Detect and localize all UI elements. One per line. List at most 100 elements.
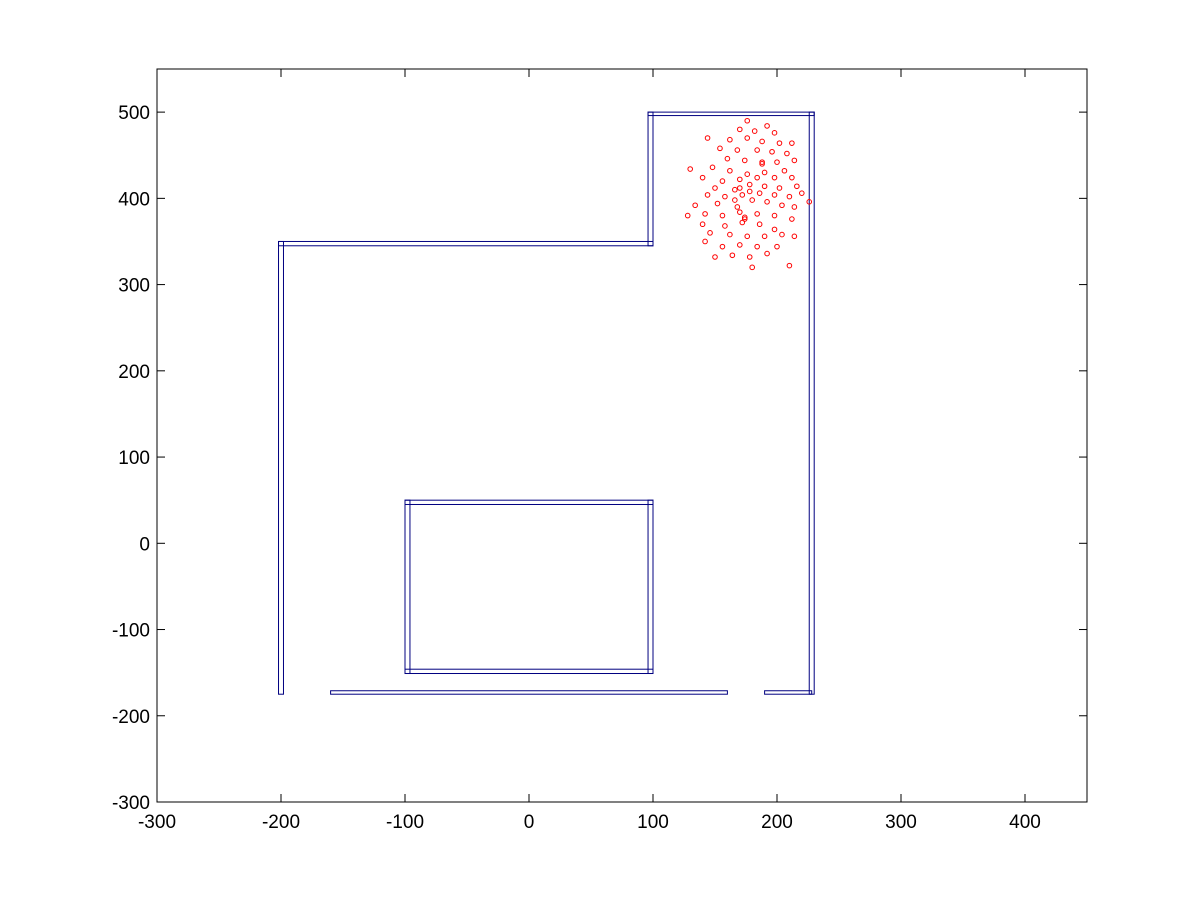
y-tick-label-4: 100 [118, 448, 150, 469]
point-65 [771, 226, 778, 233]
point-32 [789, 174, 795, 181]
point-31 [771, 174, 778, 181]
point-71 [791, 233, 798, 240]
point-29 [737, 176, 743, 183]
point-2 [737, 126, 743, 133]
y-tick-label-5: 200 [118, 362, 150, 383]
x-tick-label-7: 400 [1009, 812, 1041, 833]
point-56 [737, 209, 743, 215]
point-68 [744, 233, 751, 240]
x-tick-labels: -300 -200 -100 0 100 200 300 400 [138, 812, 1041, 833]
point-51 [779, 202, 785, 209]
point-43 [771, 192, 778, 198]
wall-10 [764, 690, 813, 695]
point-34 [732, 186, 738, 193]
plot-background [157, 69, 1087, 802]
point-78 [729, 252, 736, 259]
point-73 [719, 243, 726, 250]
point-17 [741, 157, 748, 164]
x-tick-label-1: -200 [262, 812, 300, 833]
point-53 [806, 199, 813, 205]
point-24 [744, 171, 751, 178]
point-22 [709, 164, 716, 171]
point-19 [774, 159, 780, 165]
y-tick-label-3: 0 [139, 534, 150, 555]
point-66 [707, 230, 713, 236]
y-tick-label-7: 400 [118, 189, 150, 210]
point-12 [734, 147, 741, 153]
point-49 [749, 197, 756, 203]
point-1 [764, 123, 770, 129]
point-44 [786, 193, 793, 200]
point-35 [746, 181, 753, 188]
point-47 [714, 200, 721, 207]
point-61 [699, 221, 706, 228]
point-52 [791, 204, 798, 210]
point-41 [739, 192, 746, 198]
point-21 [687, 166, 694, 172]
point-72 [702, 238, 708, 245]
point-28 [719, 178, 726, 184]
point-8 [759, 138, 765, 145]
point-33 [712, 185, 718, 191]
y-tick-label-8: 500 [118, 103, 150, 124]
y-tick-label-6: 300 [118, 276, 150, 297]
walls-layer [278, 111, 815, 695]
point-84 [734, 204, 741, 210]
x-tick-label-4: 100 [637, 812, 669, 833]
point-86 [759, 161, 765, 167]
y-tick-label-1: -200 [112, 707, 150, 728]
point-76 [774, 243, 780, 250]
point-36 [761, 183, 768, 190]
point-60 [684, 212, 691, 219]
ticks-layer [156, 69, 1087, 803]
point-55 [719, 212, 726, 219]
point-11 [717, 145, 723, 152]
point-82 [786, 262, 793, 269]
point-67 [727, 231, 733, 238]
point-6 [727, 136, 733, 143]
point-64 [756, 221, 763, 228]
y-tick-label-0: -300 [112, 793, 150, 814]
point-13 [754, 147, 760, 153]
point-57 [754, 211, 760, 217]
point-46 [692, 202, 698, 209]
x-tick-label-0: -300 [138, 812, 176, 833]
point-85 [746, 188, 753, 195]
x-tick-label-3: 0 [524, 812, 535, 833]
x-tick-label-6: 300 [885, 812, 917, 833]
point-87 [741, 214, 748, 221]
point-69 [761, 233, 768, 240]
point-7 [744, 135, 751, 141]
point-59 [789, 216, 795, 222]
x-tick-label-2: -100 [386, 812, 424, 833]
point-81 [749, 264, 756, 271]
point-16 [724, 155, 731, 162]
y-tick-labels: -300 -200 -100 0 100 200 300 400 500 [112, 103, 150, 814]
point-42 [756, 190, 763, 196]
point-50 [764, 199, 770, 205]
point-54 [702, 211, 708, 217]
point-48 [732, 197, 738, 203]
points-layer [684, 117, 813, 271]
point-58 [771, 212, 778, 219]
point-70 [779, 231, 785, 238]
point-4 [771, 130, 778, 136]
wall-8 [647, 499, 654, 675]
point-25 [761, 169, 768, 176]
wall-9 [330, 690, 728, 695]
point-88 [737, 185, 743, 191]
point-62 [722, 223, 728, 229]
point-20 [791, 157, 798, 164]
point-15 [784, 150, 790, 157]
point-40 [722, 193, 728, 200]
point-18 [759, 159, 765, 165]
point-83 [741, 216, 748, 222]
point-45 [799, 190, 805, 196]
point-80 [764, 250, 770, 257]
point-9 [776, 140, 783, 146]
point-5 [704, 135, 711, 141]
point-0 [744, 117, 751, 124]
point-79 [746, 254, 753, 260]
